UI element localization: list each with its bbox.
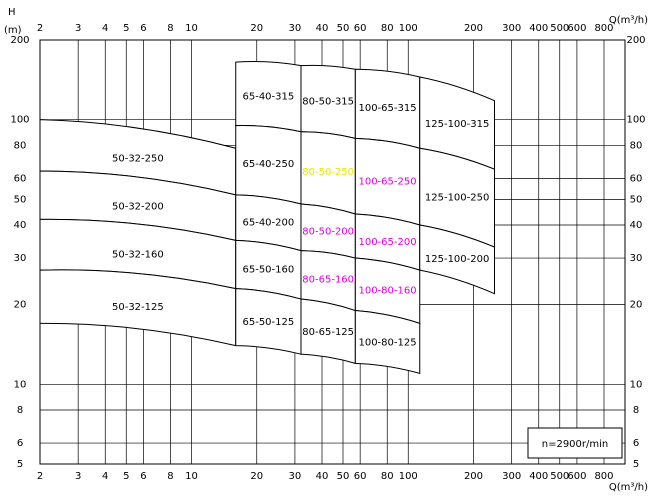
- x-tick-label-bottom: 50: [337, 471, 350, 482]
- x-tick-label-top: 600: [567, 23, 586, 34]
- x-tick-label-top: 30: [289, 23, 302, 34]
- pump-region: [419, 224, 496, 295]
- pump-model-label: 100-65-200: [358, 237, 416, 248]
- pump-model-label: 65-40-250: [242, 159, 294, 170]
- x-tick-label-top: 20: [250, 23, 263, 34]
- x-tick-label-top: 3: [75, 23, 81, 34]
- pump-model-label: 100-80-125: [358, 338, 416, 349]
- x-tick-label-bottom: 4: [102, 471, 108, 482]
- x-tick-label-bottom: 800: [594, 471, 613, 482]
- pump-model-label: 125-100-200: [425, 254, 489, 265]
- x-tick-label-bottom: 2: [37, 471, 43, 482]
- x-tick-label-top: 80: [381, 23, 394, 34]
- x-tick-label-top: 5: [123, 23, 129, 34]
- y-tick-label-right: 6: [633, 438, 639, 449]
- x-tick-label-top: 60: [354, 23, 367, 34]
- pump-model-label: 50-32-250: [112, 153, 164, 164]
- y-tick-label-right: 80: [630, 140, 643, 151]
- x-tick-label-bottom: 3: [75, 471, 81, 482]
- x-tick-label-bottom: 8: [167, 471, 173, 482]
- x-tick-label-top: 400: [529, 23, 548, 34]
- pump-model-label: 80-65-125: [302, 327, 354, 338]
- y-axis-label: H: [8, 7, 16, 18]
- y-tick-label-right: 200: [626, 35, 645, 46]
- pump-model-label: 80-50-250: [302, 167, 354, 178]
- x-tick-label-top: 4: [102, 23, 108, 34]
- x-tick-label-bottom: 60: [354, 471, 367, 482]
- y-tick-label-right: 30: [630, 253, 643, 264]
- x-tick-label-bottom: 300: [502, 471, 521, 482]
- y-tick-label-left: 40: [14, 220, 27, 231]
- x-tick-label-bottom: 400: [529, 471, 548, 482]
- pump-model-label: 100-65-315: [358, 103, 416, 114]
- x-tick-label-bottom: 6: [140, 471, 146, 482]
- y-axis-unit: (m): [4, 25, 22, 36]
- x-tick-label-top: 40: [316, 23, 329, 34]
- x-tick-label-top: 8: [167, 23, 173, 34]
- pump-model-label: 125-100-315: [425, 119, 489, 130]
- pump-model-label: 125-100-250: [425, 192, 489, 203]
- x-tick-label-bottom: 20: [250, 471, 263, 482]
- y-tick-label-right: 5: [633, 459, 639, 470]
- x-tick-label-bottom: 500: [550, 471, 569, 482]
- x-tick-label-bottom: 80: [381, 471, 394, 482]
- y-tick-label-right: 8: [633, 405, 639, 416]
- y-tick-label-left: 100: [10, 115, 29, 126]
- pump-model-label: 80-50-200: [302, 227, 354, 238]
- x-tick-label-bottom: 10: [185, 471, 198, 482]
- x-tick-label-top: 100: [399, 23, 418, 34]
- y-tick-label-right: 10: [630, 379, 643, 390]
- pump-model-label: 50-32-160: [112, 250, 164, 261]
- y-tick-label-right: 40: [630, 220, 643, 231]
- x-axis-label-bottom: Q(m³/h): [609, 482, 648, 493]
- x-axis-label-top: Q(m³/h): [609, 15, 648, 26]
- y-tick-label-left: 50: [14, 194, 27, 205]
- pump-model-label: 50-32-125: [112, 302, 164, 313]
- x-tick-label-top: 500: [550, 23, 569, 34]
- x-tick-label-top: 200: [464, 23, 483, 34]
- x-tick-label-bottom: 200: [464, 471, 483, 482]
- pump-model-label: 80-50-315: [302, 96, 354, 107]
- y-tick-label-left: 60: [14, 173, 27, 184]
- y-tick-label-left: 6: [17, 438, 23, 449]
- x-tick-label-bottom: 5: [123, 471, 129, 482]
- pump-model-label: 65-40-315: [242, 91, 294, 102]
- x-tick-label-bottom: 100: [399, 471, 418, 482]
- pump-model-label: 65-50-125: [242, 317, 294, 328]
- pump-model-label: 65-50-160: [242, 265, 294, 276]
- y-tick-label-left: 30: [14, 253, 27, 264]
- x-tick-label-bottom: 30: [289, 471, 302, 482]
- y-tick-label-right: 100: [626, 115, 645, 126]
- y-tick-label-right: 60: [630, 173, 643, 184]
- x-tick-label-top: 50: [337, 23, 350, 34]
- x-tick-label-bottom: 600: [567, 471, 586, 482]
- y-tick-label-right: 20: [630, 300, 643, 311]
- x-tick-label-top: 300: [502, 23, 521, 34]
- pump-model-label: 50-32-200: [112, 201, 164, 212]
- x-tick-label-top: 6: [140, 23, 146, 34]
- pump-model-label: 100-65-250: [358, 176, 416, 187]
- note: n=2900r/min: [542, 439, 609, 450]
- pump-region: [354, 310, 421, 375]
- y-tick-label-left: 80: [14, 140, 27, 151]
- y-tick-label-left: 200: [10, 35, 29, 46]
- x-tick-label-bottom: 40: [316, 471, 329, 482]
- pump-model-label: 80-65-160: [302, 275, 354, 286]
- y-tick-label-left: 8: [17, 405, 23, 416]
- x-tick-label-top: 800: [594, 23, 613, 34]
- pump-model-label: 65-40-200: [242, 217, 294, 228]
- y-tick-label-right: 50: [630, 194, 643, 205]
- y-tick-label-left: 5: [17, 459, 23, 470]
- pump-model-label: 100-80-160: [358, 286, 416, 297]
- x-tick-label-top: 10: [185, 23, 198, 34]
- x-tick-label-top: 2: [37, 23, 43, 34]
- y-tick-label-left: 10: [14, 379, 27, 390]
- note-box: [527, 427, 623, 459]
- y-tick-label-left: 20: [14, 300, 27, 311]
